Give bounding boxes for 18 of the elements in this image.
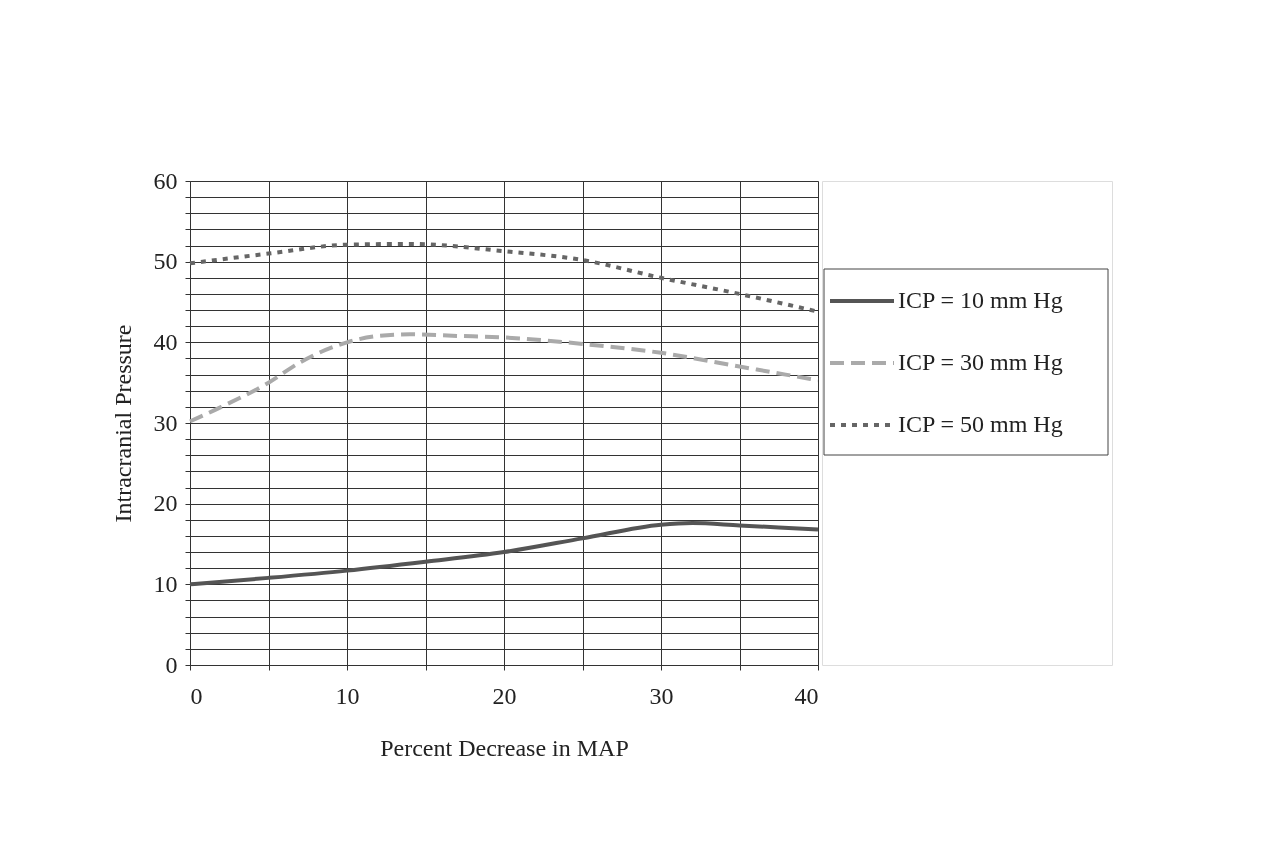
y-axis-title: Intracranial Pressure	[109, 324, 136, 523]
y-tick-label: 60	[153, 167, 178, 194]
legend-label: ICP = 10 mm Hg	[898, 287, 1063, 313]
y-tick-label: 20	[153, 490, 178, 517]
y-tick-label: 10	[153, 570, 178, 597]
x-tick-label: 40	[794, 682, 819, 709]
x-tick-label: 20	[492, 682, 517, 709]
y-tick-label: 50	[153, 248, 178, 275]
x-axis-title: Percent Decrease in MAP	[380, 734, 629, 761]
y-tick-label: 30	[153, 409, 178, 436]
legend-label: ICP = 30 mm Hg	[898, 349, 1063, 375]
x-tick-label: 30	[649, 682, 674, 709]
line-series	[188, 521, 820, 587]
x-tick-label: 0	[190, 682, 203, 709]
y-tick-label: 40	[153, 328, 178, 355]
y-tick-label: 0	[165, 651, 178, 678]
x-tick-label: 10	[335, 682, 360, 709]
legend-label: ICP = 50 mm Hg	[898, 411, 1063, 437]
